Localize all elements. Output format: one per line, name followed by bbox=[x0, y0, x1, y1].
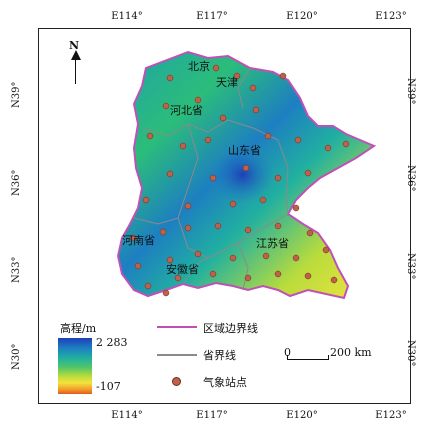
lat-tick-left-39: N39° bbox=[11, 81, 22, 108]
province-boundary-line-icon bbox=[157, 354, 197, 356]
lon-tick-top-123: E123° bbox=[375, 11, 407, 22]
elevation-map: 北京 天津 河北省 山东省 河南省 安徽省 江苏省 bbox=[116, 50, 377, 300]
lon-tick-top-117: E117° bbox=[196, 11, 228, 22]
label-anhui: 安徽省 bbox=[166, 262, 199, 276]
label-beijing: 北京 bbox=[188, 59, 210, 73]
lat-tick-left-30: N30° bbox=[11, 343, 22, 370]
lon-tick-bottom-123: E123° bbox=[375, 410, 407, 421]
lon-tick-bottom-120: E120° bbox=[286, 410, 318, 421]
north-arrow-shaft bbox=[75, 52, 76, 84]
lat-tick-left-36: N36° bbox=[11, 169, 22, 196]
label-jiangsu: 江苏省 bbox=[256, 237, 289, 250]
label-hebei: 河北省 bbox=[170, 104, 203, 117]
weather-stations bbox=[129, 64, 350, 297]
scale-bar bbox=[287, 359, 329, 360]
region-boundary-line-icon bbox=[157, 326, 197, 328]
label-shandong: 山东省 bbox=[228, 144, 261, 157]
station-marker-icon bbox=[172, 377, 181, 386]
lat-tick-left-33: N33° bbox=[11, 256, 22, 283]
lon-tick-top-120: E120° bbox=[286, 11, 318, 22]
scale-distance: 200 km bbox=[330, 346, 372, 359]
lon-tick-bottom-117: E117° bbox=[196, 410, 228, 421]
legend-elevation-max: 2 283 bbox=[96, 336, 128, 349]
label-tianjin: 天津 bbox=[216, 76, 238, 89]
province-boundaries bbox=[133, 67, 289, 291]
lon-tick-top-114: E114° bbox=[111, 11, 143, 22]
north-arrow-icon bbox=[71, 50, 81, 60]
scale-zero: 0 bbox=[284, 346, 291, 359]
label-henan: 河南省 bbox=[122, 234, 155, 247]
legend-elevation-min: -107 bbox=[96, 380, 121, 393]
elevation-colorbar bbox=[58, 338, 92, 394]
lon-tick-bottom-114: E114° bbox=[111, 410, 143, 421]
scale-bar-tick-right bbox=[328, 355, 329, 360]
legend-province-boundary: 省界线 bbox=[203, 349, 236, 362]
legend-region-boundary: 区域边界线 bbox=[203, 322, 258, 335]
legend-elevation-title: 高程/m bbox=[60, 322, 97, 335]
scale-bar-tick-left bbox=[287, 355, 288, 360]
north-label: N bbox=[69, 39, 80, 52]
legend-stations: 气象站点 bbox=[203, 376, 247, 389]
